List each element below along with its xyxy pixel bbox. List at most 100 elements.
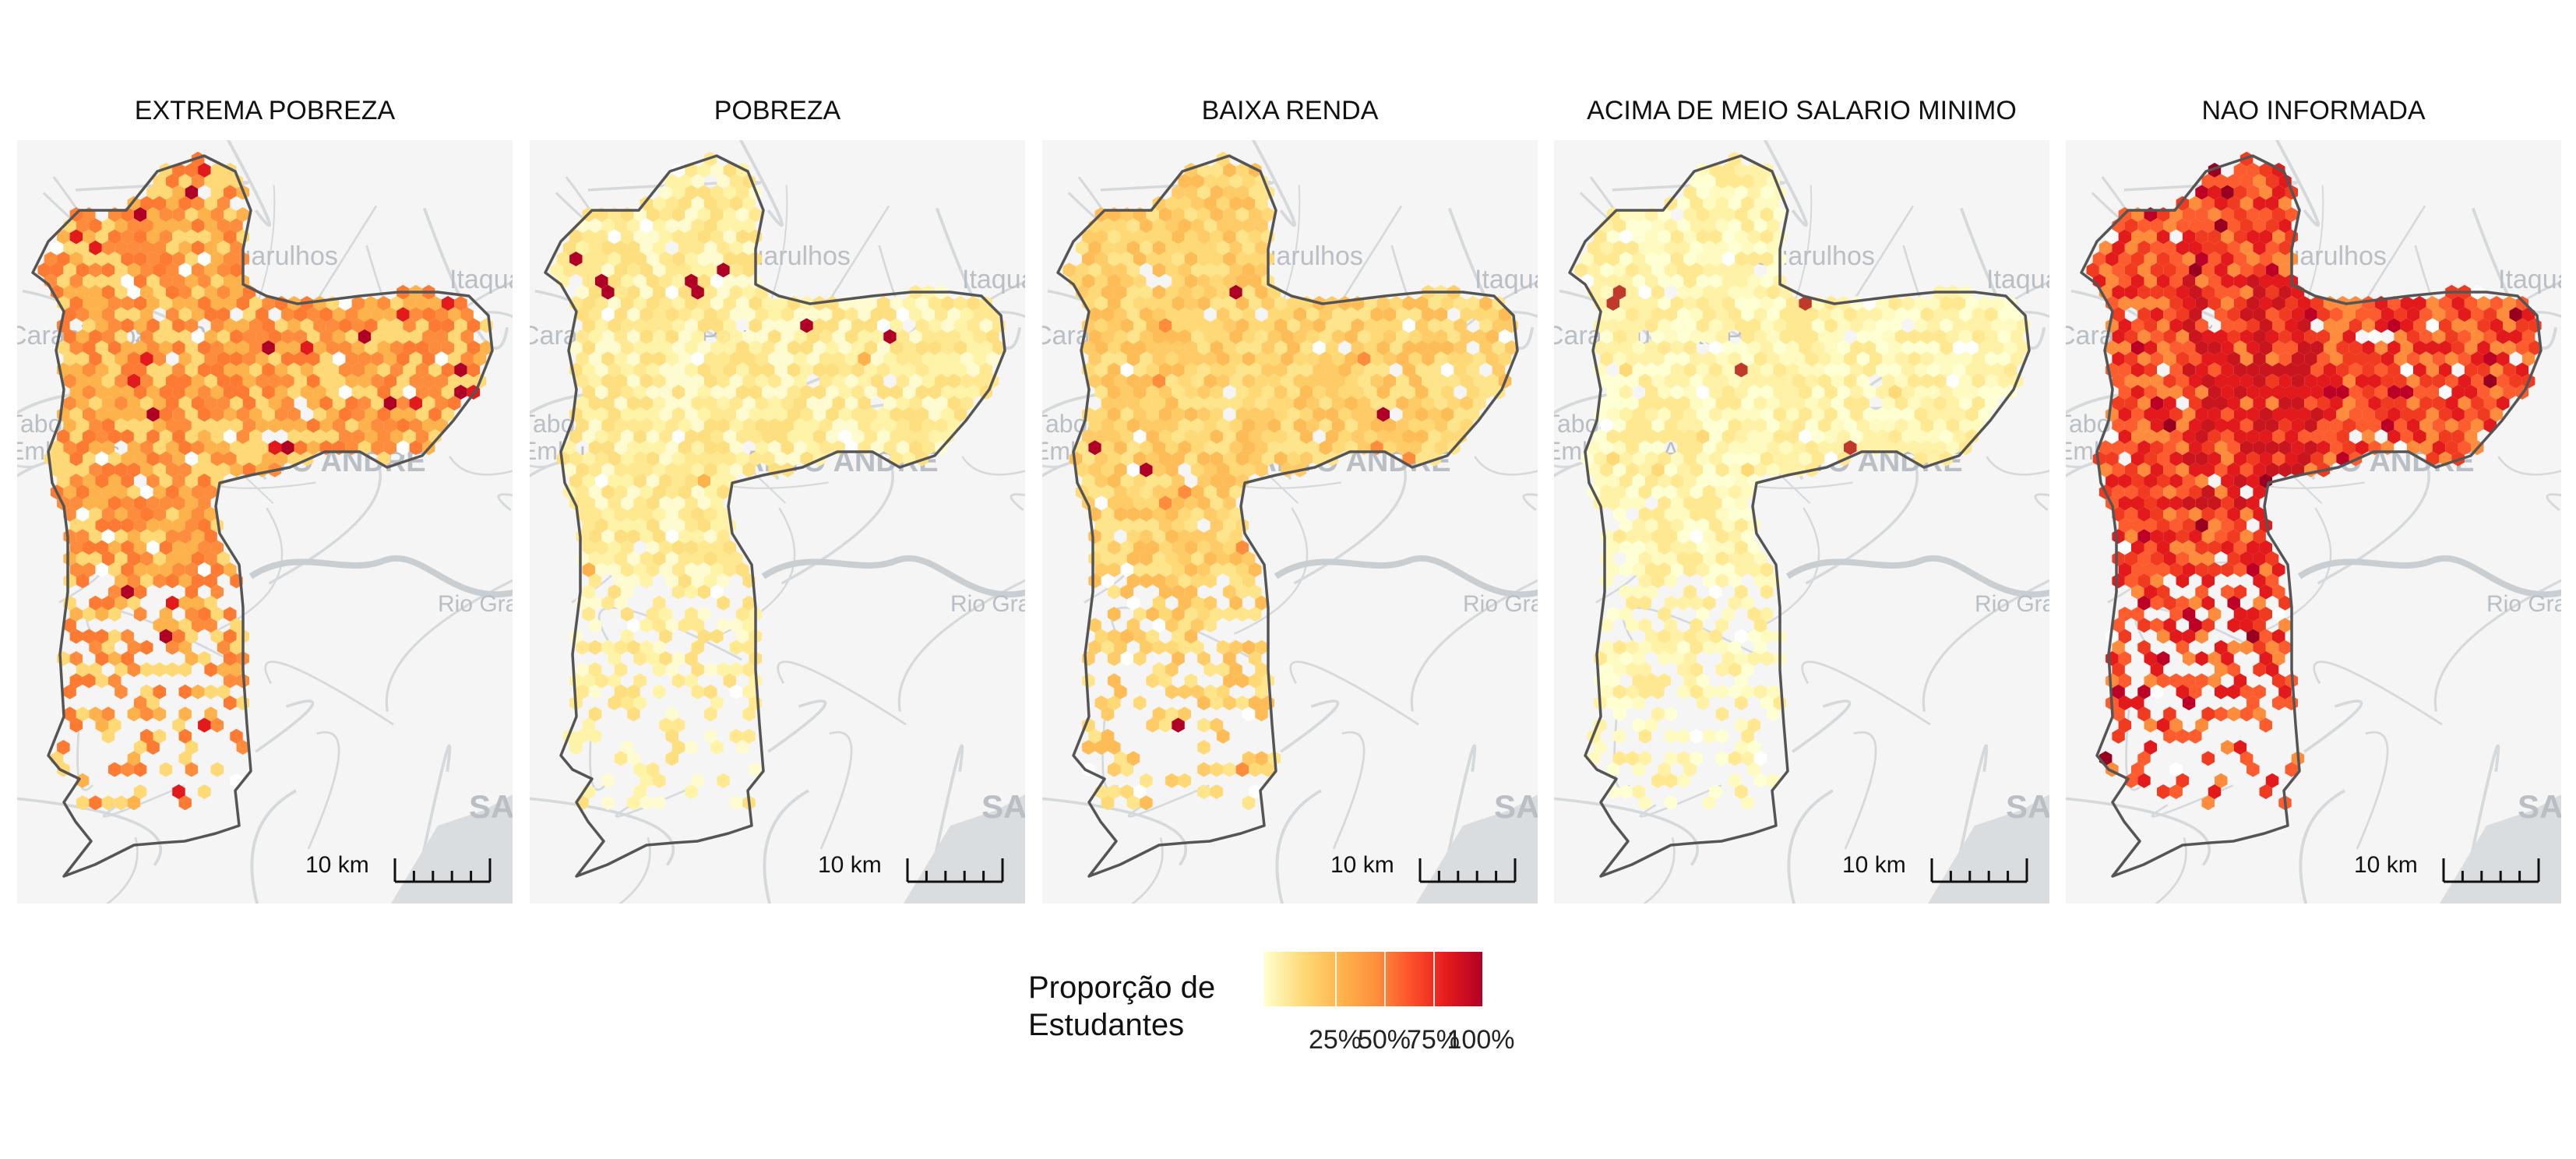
hexagon-cell: [1735, 273, 1748, 289]
hexagon-cell: [659, 607, 672, 622]
hexagon-cell: [717, 329, 730, 344]
hexagon-cell: [1440, 407, 1454, 422]
hexagon-cell: [204, 396, 217, 411]
hexagon-cell: [614, 396, 628, 411]
hexagon-cell: [153, 484, 166, 500]
hexagon-cell: [1114, 307, 1127, 322]
hexagon-cell: [1108, 385, 1121, 400]
hexagon-cell: [595, 518, 608, 533]
hexagon-cell: [1383, 307, 1397, 322]
hexagon-cell: [480, 340, 493, 355]
hexagon-cell: [2406, 329, 2420, 344]
hexagon-cell: [467, 318, 481, 333]
hexagon-cell: [1108, 673, 1121, 689]
hexagon-cell: [1158, 584, 1172, 600]
hexagon-cell: [281, 351, 294, 367]
hexagon-cell: [601, 595, 615, 611]
hexagon-cell: [1101, 551, 1115, 566]
hexagon-cell: [101, 506, 115, 522]
hexagon-cell: [1370, 373, 1383, 389]
hexagon-cell: [2247, 252, 2260, 266]
hexagon-cell: [1172, 273, 1185, 289]
hexagon-cell: [2215, 240, 2228, 255]
hexagon-cell: [653, 196, 666, 211]
hexagon-cell: [76, 662, 90, 678]
hexagon-cell: [1876, 296, 1889, 311]
hexagon-cell: [2272, 429, 2285, 444]
hexagon-cell: [2278, 196, 2292, 211]
hexagon-cell: [1696, 252, 1710, 266]
hexagon-cell: [1690, 240, 1703, 255]
hexagon-cell: [1249, 451, 1262, 467]
hexagon-cell: [1178, 196, 1191, 211]
hexagon-cell: [614, 218, 628, 234]
hexagon-cell: [1172, 296, 1185, 311]
hexagon-cell: [108, 474, 122, 488]
hexagon-cell: [1178, 484, 1191, 500]
hexagon-cell: [287, 407, 301, 422]
hexagon-cell: [2182, 207, 2196, 222]
hexagon-cell: [1658, 385, 1671, 400]
hexagon-cell: [230, 240, 243, 255]
hexagon-cell: [1862, 385, 1876, 400]
hexagon-cell: [653, 218, 666, 234]
hexagon-cell: [146, 318, 160, 333]
hexagon-cell: [621, 407, 634, 422]
hexagon-cell: [633, 518, 647, 533]
hexagon-cell: [1108, 474, 1121, 488]
hexagon-cell: [2208, 429, 2222, 444]
hexagon-cell: [2233, 518, 2247, 533]
hexagon-cell: [1632, 296, 1645, 311]
hexagon-cell: [1223, 540, 1236, 555]
hexagon-cell: [1210, 429, 1224, 444]
hexagon-cell: [1229, 529, 1242, 544]
hexagon-cell: [1158, 673, 1172, 689]
hexagon-cell: [178, 373, 192, 389]
hexagon-cell: [941, 407, 954, 422]
hexagon-cell: [1767, 706, 1780, 722]
hexagon-cell: [2137, 462, 2151, 477]
hexagon-cell: [2259, 252, 2272, 266]
hexagon-cell: [1658, 540, 1671, 555]
hexagon-cell: [339, 362, 352, 378]
hexagon-cell: [108, 717, 122, 733]
hexagon-cell: [1862, 407, 1876, 422]
hexagon-cell: [1715, 484, 1728, 500]
hexagon-cell: [69, 717, 83, 733]
hexagon-cell: [819, 417, 833, 433]
hexagon-cell: [1664, 218, 1678, 234]
hexagon-cell: [1914, 318, 1927, 333]
hexagon-cell: [1140, 218, 1153, 234]
hexagon-cell: [1728, 174, 1742, 189]
hexagon-cell: [1235, 252, 1249, 266]
hexagon-cell: [191, 307, 205, 322]
hexagon-cell: [1786, 318, 1799, 333]
hexagon-cell: [441, 340, 455, 355]
hexagon-cell: [365, 407, 378, 422]
hexagon-cell: [1133, 495, 1147, 511]
hexagon-cell: [1133, 540, 1147, 555]
hexagon-cell: [909, 307, 922, 322]
hexagon-cell: [691, 639, 704, 655]
hexagon-cell: [1229, 595, 1242, 611]
hexagon-cell: [319, 329, 333, 344]
hexagon-cell: [2144, 495, 2157, 511]
hexagon-cell: [146, 252, 160, 266]
hexagon-cell: [1203, 529, 1217, 544]
basemap-road: [422, 207, 509, 350]
hexagon-cell: [697, 584, 711, 600]
hexagon-cell: [691, 773, 704, 788]
hexagon-cell: [1779, 396, 1793, 411]
hexagon-cell: [967, 296, 980, 311]
hexagon-cell: [2432, 329, 2446, 344]
hexagon-cell: [210, 451, 224, 467]
basemap-road: [2303, 699, 2363, 753]
hexagon-cell: [76, 262, 90, 278]
hexagon-cell: [217, 662, 231, 678]
hexagon-cell: [1235, 362, 1249, 378]
hexagon-cell: [678, 484, 692, 500]
hexagon-cell: [1632, 784, 1645, 799]
hexagon-cell: [1920, 373, 1934, 389]
basemap-road: [2275, 140, 2320, 227]
hexagon-cell: [2458, 417, 2472, 433]
